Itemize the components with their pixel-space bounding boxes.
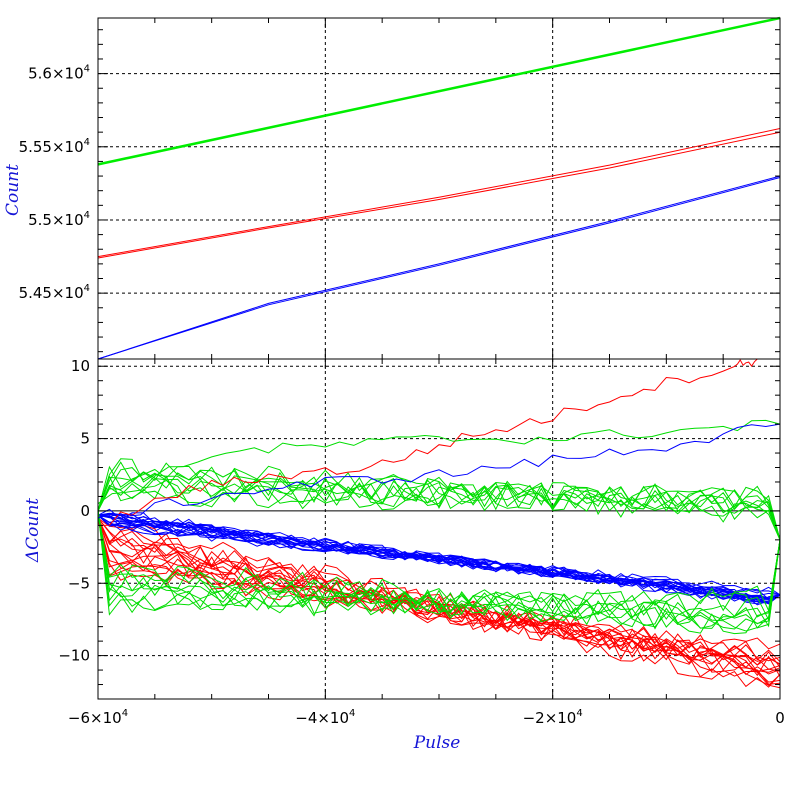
- delta-series-line: [97, 483, 781, 541]
- delta-series-line: [97, 471, 781, 541]
- delta-series-line: [97, 461, 781, 541]
- top-series-line: [97, 131, 781, 259]
- delta-series-line: [97, 510, 781, 629]
- bottom-y-tick-label: −10: [58, 647, 90, 665]
- tick-labels: 5.45×104 5.5×104 5.55×104 5.6×104 −10 −5 0 5 10 −…: [19, 64, 785, 727]
- x-axis-title: Pulse: [413, 733, 461, 753]
- delta-series-line: [97, 513, 781, 603]
- delta-series-line: [97, 467, 781, 541]
- top-series-line: [97, 16, 781, 166]
- bottom-y-tick-label: 0: [80, 502, 90, 520]
- delta-series-line: [97, 458, 781, 541]
- delta-series-line: [97, 517, 781, 655]
- outlier-series-line: [97, 358, 758, 526]
- bottom-y-tick-label: −5: [68, 574, 90, 592]
- x-tick-label: 0: [775, 709, 785, 727]
- x-tick-label: −4×104: [295, 708, 355, 727]
- delta-series-line: [97, 517, 781, 668]
- delta-series-line: [97, 480, 781, 541]
- outlier-series-line: [97, 419, 781, 505]
- delta-series-line: [97, 514, 781, 599]
- delta-series-line: [97, 510, 781, 629]
- axis-ticks: [97, 18, 781, 699]
- delta-series-line: [97, 514, 781, 605]
- delta-series-line: [97, 508, 781, 604]
- bottom-panel-plot-area: [97, 358, 781, 689]
- bottom-y-axis-title: ΔCount: [23, 498, 43, 563]
- delta-series-line: [97, 514, 781, 596]
- top-panel-frame: [97, 17, 781, 360]
- delta-series-line: [97, 510, 781, 632]
- x-tick-label: −6×104: [68, 708, 128, 727]
- top-panel-plot-area: [97, 16, 781, 360]
- bottom-y-tick-label: 5: [80, 430, 90, 448]
- top-y-tick-label: 5.6×104: [28, 64, 90, 83]
- outlier-series-line: [97, 423, 781, 519]
- delta-series-line: [97, 517, 781, 687]
- delta-series-line: [97, 465, 781, 541]
- delta-series-line: [97, 518, 781, 663]
- delta-series-line: [97, 510, 781, 629]
- top-series-line: [97, 177, 781, 360]
- delta-series-line: [97, 513, 781, 606]
- bottom-y-tick-label: 10: [71, 357, 90, 375]
- top-series-line: [97, 128, 781, 258]
- top-y-tick-label: 5.55×104: [19, 137, 90, 156]
- delta-series-line: [97, 518, 781, 670]
- x-tick-label: −2×104: [523, 708, 583, 727]
- top-y-tick-label: 5.45×104: [19, 283, 90, 302]
- top-y-axis-title: Count: [3, 164, 23, 216]
- delta-series-line: [97, 510, 781, 630]
- delta-series-line: [97, 513, 781, 601]
- top-series-line: [97, 175, 781, 360]
- delta-series-line: [97, 510, 781, 635]
- delta-series-line: [97, 517, 781, 689]
- top-panel-grid: [98, 18, 780, 359]
- top-y-tick-label: 5.5×104: [28, 210, 90, 229]
